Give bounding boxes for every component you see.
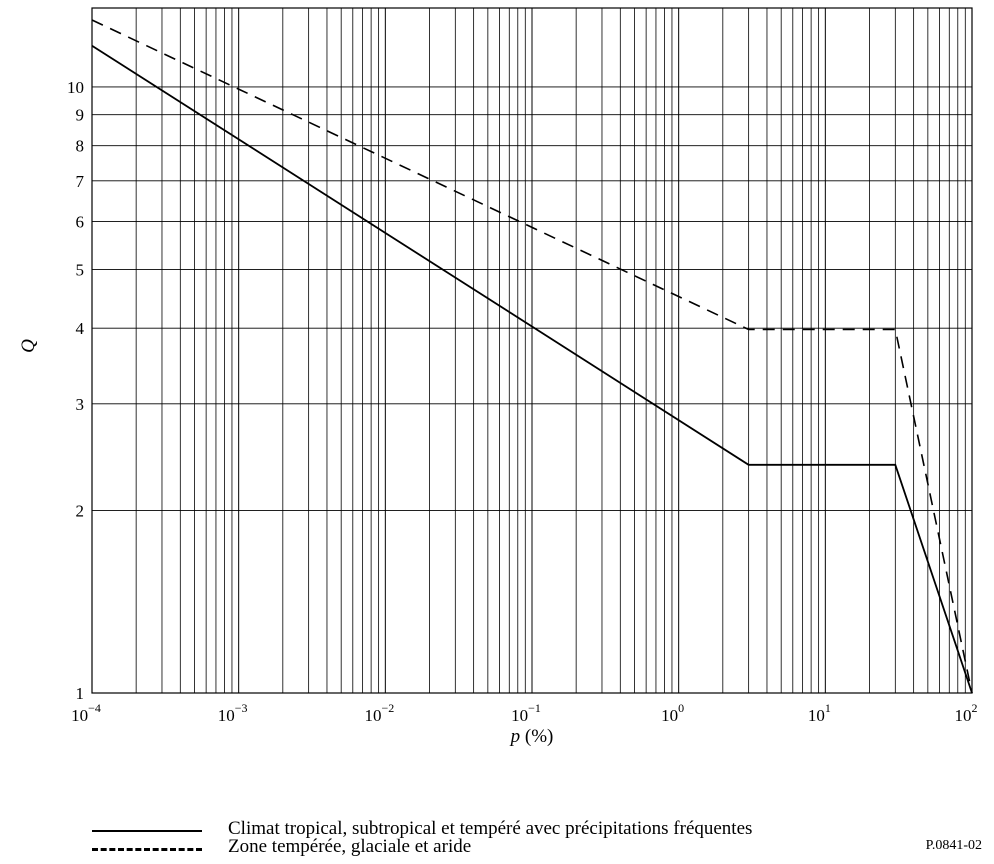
x-tick-label: 100 bbox=[661, 701, 684, 725]
y-tick-label: 4 bbox=[76, 319, 85, 338]
grid bbox=[91, 8, 973, 694]
x-tick-label: 101 bbox=[808, 701, 831, 725]
legend-item-dashed: Zone tempérée, glaciale et aride bbox=[92, 834, 972, 864]
series-line-dashed bbox=[91, 19, 973, 694]
y-tick-label: 3 bbox=[76, 395, 85, 414]
x-tick-label: 102 bbox=[955, 701, 978, 725]
legend-label-solid: Climat tropical, subtropical et tempéré … bbox=[228, 818, 753, 839]
y-tick-labels: 1 2 3 4 5 6 7 8 9 10 bbox=[67, 78, 85, 703]
y-tick-label: 5 bbox=[76, 260, 85, 279]
legend-label-dashed: Zone tempérée, glaciale et aride bbox=[228, 836, 472, 857]
x-tick-label: 10−4 bbox=[71, 701, 101, 725]
plot-frame bbox=[91, 7, 973, 694]
y-tick-label: 8 bbox=[76, 137, 85, 156]
y-tick-label: 2 bbox=[76, 502, 85, 521]
x-axis-variable: p bbox=[509, 726, 521, 747]
x-tick-label: 10−3 bbox=[218, 701, 248, 725]
y-tick-label: 1 bbox=[76, 684, 85, 703]
chart: 1 2 3 4 5 6 7 8 9 10 10−4 10−3 10−2 10−1 100 101 102 p … bbox=[18, 7, 978, 747]
series-line-solid bbox=[91, 44, 973, 694]
y-tick-label: 9 bbox=[76, 106, 85, 125]
x-axis-unit: (%) bbox=[520, 726, 553, 747]
y-tick-label: 7 bbox=[76, 172, 85, 191]
x-tick-label: 10−1 bbox=[511, 701, 541, 725]
y-tick-label: 6 bbox=[76, 212, 85, 231]
y-axis-title: Q bbox=[18, 339, 39, 353]
legend-swatch-dashed bbox=[92, 848, 202, 851]
x-tick-labels: 10−4 10−3 10−2 10−1 100 101 102 bbox=[71, 701, 977, 725]
y-tick-label: 10 bbox=[67, 78, 84, 97]
x-axis-title: p (%) bbox=[509, 726, 554, 747]
x-tick-label: 10−2 bbox=[364, 701, 394, 725]
series-layer bbox=[91, 19, 973, 694]
figure-reference: P.0841-02 bbox=[925, 838, 982, 853]
legend-item-solid: Climat tropical, subtropical et tempéré … bbox=[92, 816, 972, 846]
legend-swatch-solid bbox=[92, 830, 202, 832]
